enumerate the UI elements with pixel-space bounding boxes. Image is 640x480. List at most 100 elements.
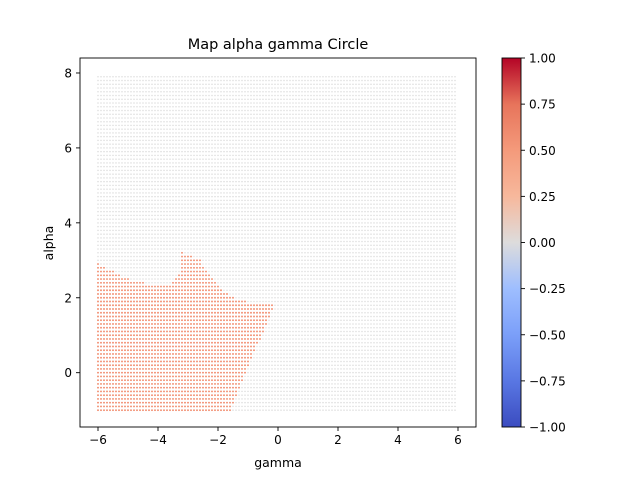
point-zero bbox=[229, 233, 231, 235]
point-positive bbox=[196, 338, 198, 340]
point-zero bbox=[115, 132, 117, 134]
point-zero bbox=[208, 225, 210, 228]
point-positive bbox=[124, 281, 126, 284]
point-zero bbox=[214, 225, 216, 228]
point-zero bbox=[199, 244, 201, 247]
point-zero bbox=[214, 177, 216, 179]
point-zero bbox=[178, 124, 180, 127]
point-zero bbox=[223, 255, 225, 258]
point-zero bbox=[145, 233, 147, 235]
point-positive bbox=[118, 401, 120, 404]
point-zero bbox=[232, 83, 234, 85]
point-positive bbox=[226, 315, 228, 318]
point-positive bbox=[205, 390, 207, 393]
point-zero bbox=[250, 158, 252, 160]
point-zero bbox=[247, 165, 249, 168]
point-positive bbox=[154, 323, 156, 325]
point-zero bbox=[145, 244, 147, 247]
point-zero bbox=[220, 105, 222, 108]
point-zero bbox=[259, 117, 261, 119]
point-zero bbox=[97, 75, 99, 78]
point-zero bbox=[139, 259, 141, 262]
point-positive bbox=[241, 367, 243, 370]
point-positive bbox=[196, 326, 198, 329]
point-zero bbox=[118, 132, 120, 134]
point-zero bbox=[241, 180, 243, 183]
point-zero bbox=[160, 188, 162, 190]
point-positive bbox=[250, 311, 252, 314]
point-zero bbox=[217, 222, 219, 224]
point-positive bbox=[190, 349, 192, 352]
point-zero bbox=[109, 150, 111, 153]
point-zero bbox=[226, 218, 228, 220]
point-positive bbox=[178, 364, 180, 367]
point-zero bbox=[229, 274, 231, 277]
point-positive bbox=[157, 405, 159, 408]
point-positive bbox=[148, 338, 150, 340]
point-zero bbox=[103, 184, 105, 187]
point-positive bbox=[181, 353, 183, 355]
point-positive bbox=[187, 371, 189, 374]
point-zero bbox=[109, 94, 111, 97]
point-zero bbox=[196, 128, 198, 130]
point-positive bbox=[169, 308, 171, 310]
point-zero bbox=[199, 79, 201, 82]
point-zero bbox=[253, 398, 255, 400]
point-zero bbox=[217, 150, 219, 153]
point-zero bbox=[133, 180, 135, 183]
point-positive bbox=[250, 319, 252, 322]
point-positive bbox=[154, 367, 156, 370]
point-zero bbox=[256, 75, 258, 78]
point-positive bbox=[136, 293, 138, 295]
point-zero bbox=[130, 222, 132, 224]
point-zero bbox=[250, 87, 252, 89]
point-positive bbox=[196, 341, 198, 344]
point-positive bbox=[175, 326, 177, 329]
point-positive bbox=[229, 379, 231, 382]
point-positive bbox=[124, 360, 126, 363]
point-zero bbox=[217, 218, 219, 220]
point-zero bbox=[223, 225, 225, 228]
point-positive bbox=[199, 356, 201, 359]
point-positive bbox=[193, 270, 195, 273]
point-zero bbox=[112, 135, 114, 138]
point-zero bbox=[187, 94, 189, 97]
point-zero bbox=[208, 162, 210, 164]
point-zero bbox=[244, 79, 246, 82]
point-zero bbox=[253, 222, 255, 224]
point-positive bbox=[175, 356, 177, 359]
point-zero bbox=[124, 255, 126, 258]
point-zero bbox=[151, 177, 153, 179]
point-zero bbox=[190, 102, 192, 104]
point-zero bbox=[259, 345, 261, 348]
point-zero bbox=[202, 150, 204, 153]
point-positive bbox=[232, 360, 234, 363]
point-zero bbox=[133, 210, 135, 213]
point-zero bbox=[190, 75, 192, 78]
point-zero bbox=[262, 248, 264, 250]
point-zero bbox=[121, 105, 123, 108]
point-positive bbox=[148, 315, 150, 318]
point-zero bbox=[127, 109, 129, 112]
point-positive bbox=[175, 311, 177, 314]
point-positive bbox=[196, 278, 198, 280]
point-positive bbox=[184, 304, 186, 307]
point-positive bbox=[223, 409, 225, 412]
point-positive bbox=[106, 270, 108, 273]
point-positive bbox=[103, 308, 105, 310]
point-positive bbox=[100, 330, 102, 333]
point-zero bbox=[232, 180, 234, 183]
point-positive bbox=[250, 315, 252, 318]
point-zero bbox=[148, 199, 150, 202]
point-positive bbox=[181, 371, 183, 374]
point-positive bbox=[127, 278, 129, 280]
point-positive bbox=[118, 308, 120, 310]
point-zero bbox=[109, 267, 111, 269]
point-positive bbox=[199, 330, 201, 333]
point-zero bbox=[190, 222, 192, 224]
point-zero bbox=[139, 169, 141, 172]
point-zero bbox=[115, 180, 117, 183]
point-zero bbox=[241, 195, 243, 198]
point-zero bbox=[256, 255, 258, 258]
point-zero bbox=[253, 375, 255, 378]
